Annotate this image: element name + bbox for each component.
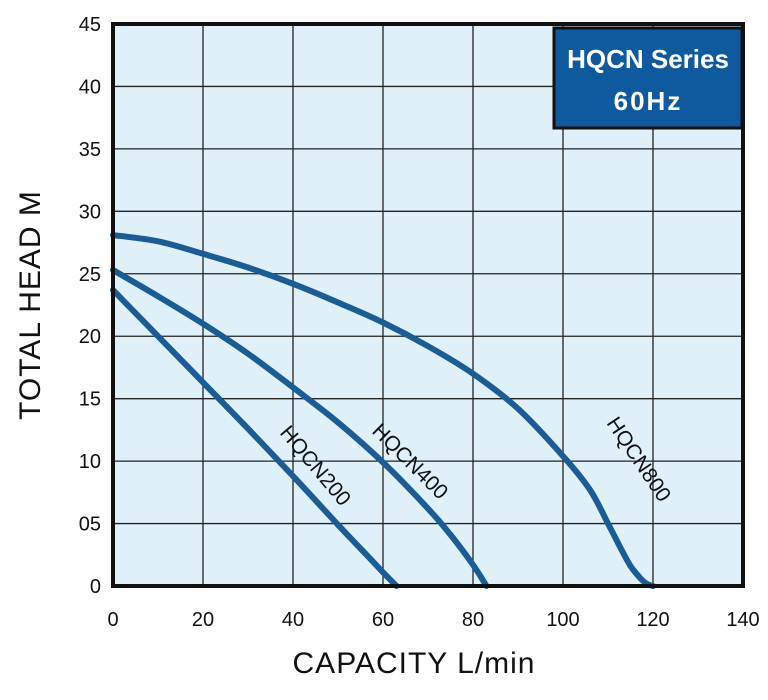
- x-tick-label: 0: [107, 609, 118, 631]
- x-tick-label: 40: [282, 609, 304, 631]
- plot-frame: [111, 22, 745, 588]
- y-tick-label: 20: [79, 326, 101, 348]
- y-tick-label: 0: [90, 576, 101, 598]
- x-axis-title: CAPACITY L/min: [293, 647, 536, 680]
- y-tick-label: 40: [79, 76, 101, 98]
- x-tick-label: 20: [192, 609, 214, 631]
- y-tick-label: 30: [79, 201, 101, 223]
- y-tick-labels: 0 05 10 15 20 25 30 35 40 45: [79, 14, 101, 598]
- x-tick-label: 140: [726, 609, 759, 631]
- x-tick-label: 120: [636, 609, 669, 631]
- badge-box: [552, 26, 744, 130]
- y-tick-label: 10: [79, 451, 101, 473]
- y-tick-label: 45: [79, 14, 101, 36]
- series-layer: [110, 232, 656, 589]
- badge-title: HQCN Series: [567, 44, 729, 74]
- series-line-hqcn800: [110, 232, 656, 589]
- y-axis-title: TOTAL HEAD M: [14, 190, 47, 420]
- y-tick-label: 25: [79, 264, 101, 286]
- badge-frequency: 60Hz: [614, 86, 683, 116]
- x-tick-label: 100: [546, 609, 579, 631]
- y-tick-label: 15: [79, 389, 101, 411]
- y-tick-label: 35: [79, 139, 101, 161]
- series-line-hqcn200: [110, 287, 400, 589]
- series-badge: HQCN Series 60Hz: [552, 26, 744, 130]
- series-line-hqcn400: [110, 267, 490, 589]
- x-tick-label: 80: [462, 609, 484, 631]
- x-tick-labels: 0 20 40 60 80 100 120 140: [107, 609, 759, 631]
- x-tick-label: 60: [372, 609, 394, 631]
- y-tick-label: 05: [79, 514, 101, 536]
